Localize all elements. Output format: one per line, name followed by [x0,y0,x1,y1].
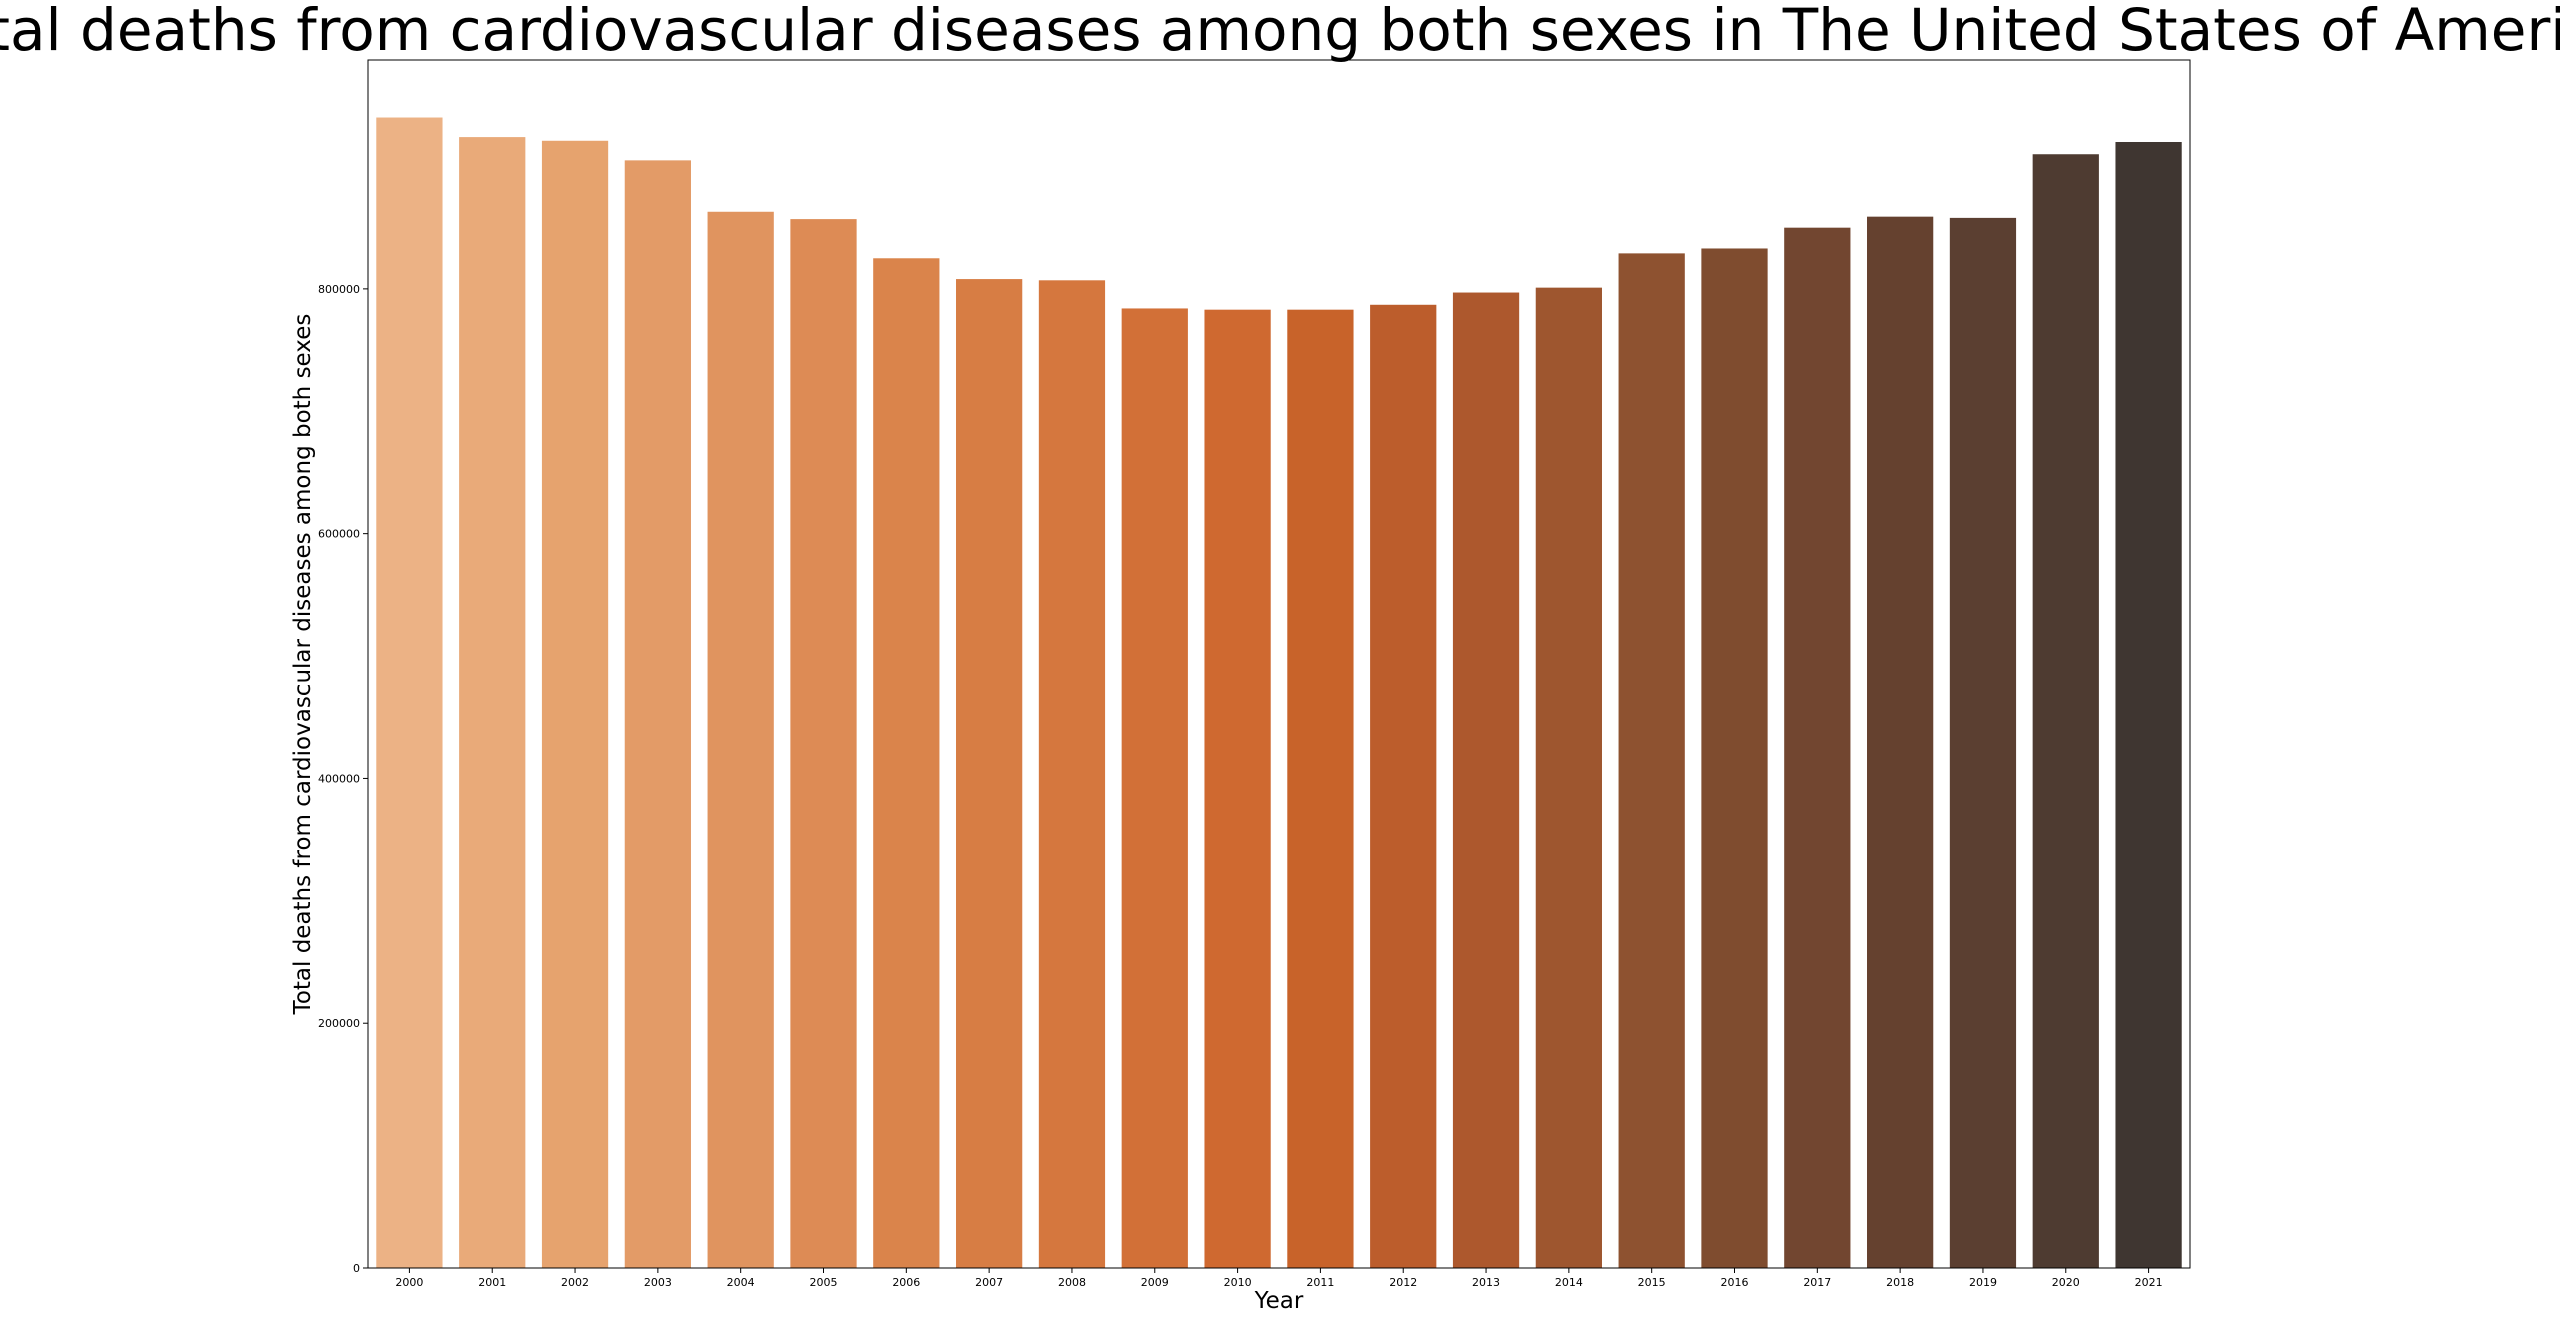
bar-2011 [1287,309,1354,1268]
bar-2019 [1949,217,2017,1268]
bar-2000 [376,117,443,1269]
bars-layer [376,117,2182,1269]
x-tick-label: 2020 [2052,1276,2080,1289]
x-tick-label: 2017 [1803,1276,1831,1289]
y-axis-label: Total deaths from cardiovascular disease… [290,314,316,1016]
y-tick-label: 0 [353,1262,360,1275]
x-tick-label: 2003 [644,1276,672,1289]
x-axis-ticks: 2000 2001 2002 2003 2004 2005 2006 2007 2008 2009… [395,1268,2163,1289]
bar-2012 [1370,304,1437,1268]
x-tick-label: 2013 [1472,1276,1500,1289]
x-tick-label: 2001 [478,1276,506,1289]
bar-2009 [1121,308,1188,1269]
bar-2021 [2115,142,2182,1268]
bar-2020 [2032,154,2099,1269]
x-tick-label: 2009 [1141,1276,1169,1289]
x-tick-label: 2011 [1306,1276,1334,1289]
y-tick-label: 400000 [318,772,360,785]
bar-2006 [873,258,940,1268]
x-tick-label: 2008 [1058,1276,1086,1289]
x-tick-label: 2014 [1555,1276,1583,1289]
x-tick-label: 2006 [892,1276,920,1289]
x-tick-label: 2007 [975,1276,1003,1289]
x-tick-label: 2018 [1886,1276,1914,1289]
bar-2016 [1701,248,1768,1268]
x-tick-label: 2000 [395,1276,423,1289]
chart-title: Total deaths from cardiovascular disease… [0,0,2560,64]
x-tick-label: 2015 [1638,1276,1666,1289]
x-tick-label: 2002 [561,1276,589,1289]
y-tick-label: 800000 [318,283,360,296]
bar-2018 [1867,216,1934,1268]
bar-2001 [459,137,526,1268]
bar-2008 [1038,280,1106,1268]
x-tick-label: 2010 [1224,1276,1252,1289]
y-axis-ticks: 0 200000 400000 600000 800000 [318,283,368,1275]
plot-area-frame [367,59,2191,1269]
bar-2002 [541,140,609,1269]
bar-2010 [1204,309,1271,1268]
bar-2015 [1618,253,1685,1268]
bar-2007 [956,279,1023,1268]
y-tick-label: 600000 [318,528,360,541]
x-tick-label: 2012 [1389,1276,1417,1289]
x-tick-label: 2005 [810,1276,838,1289]
x-tick-label: 2004 [727,1276,755,1289]
x-tick-label: 2021 [2135,1276,2163,1289]
bar-2004 [707,211,774,1269]
x-axis-label: Year [1254,1288,1304,1314]
bar-2003 [624,160,691,1268]
x-tick-label: 2016 [1721,1276,1749,1289]
bar-2017 [1784,227,1851,1268]
y-tick-label: 200000 [318,1017,360,1030]
bar-2005 [790,219,857,1269]
x-tick-label: 2019 [1969,1276,1997,1289]
bar-2014 [1535,287,1602,1268]
bar-2013 [1452,292,1520,1268]
